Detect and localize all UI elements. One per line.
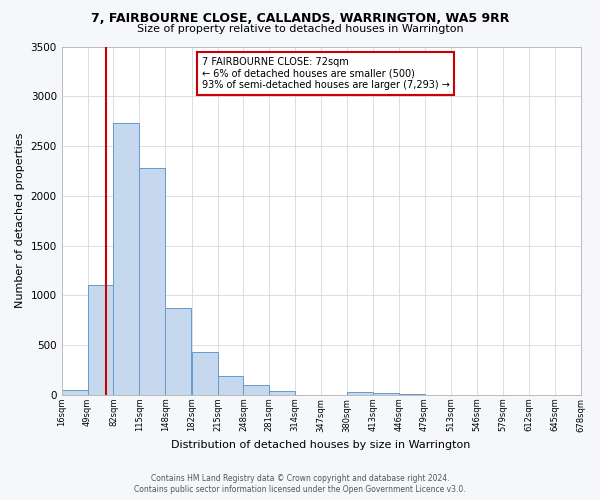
Text: Size of property relative to detached houses in Warrington: Size of property relative to detached ho… [137, 24, 463, 34]
X-axis label: Distribution of detached houses by size in Warrington: Distribution of detached houses by size … [172, 440, 471, 450]
Bar [62, 390, 88, 395]
Bar [192, 352, 218, 395]
Bar [244, 386, 269, 395]
Bar [269, 391, 295, 395]
Bar [165, 308, 191, 395]
Text: Contains HM Land Registry data © Crown copyright and database right 2024.
Contai: Contains HM Land Registry data © Crown c… [134, 474, 466, 494]
Bar [218, 376, 244, 395]
Bar [347, 392, 373, 395]
Bar [139, 168, 165, 395]
Text: 7, FAIRBOURNE CLOSE, CALLANDS, WARRINGTON, WA5 9RR: 7, FAIRBOURNE CLOSE, CALLANDS, WARRINGTO… [91, 12, 509, 26]
Bar [88, 286, 113, 395]
Bar [113, 123, 139, 395]
Bar [373, 393, 398, 395]
Text: 7 FAIRBOURNE CLOSE: 72sqm
← 6% of detached houses are smaller (500)
93% of semi-: 7 FAIRBOURNE CLOSE: 72sqm ← 6% of detach… [202, 57, 449, 90]
Y-axis label: Number of detached properties: Number of detached properties [15, 133, 25, 308]
